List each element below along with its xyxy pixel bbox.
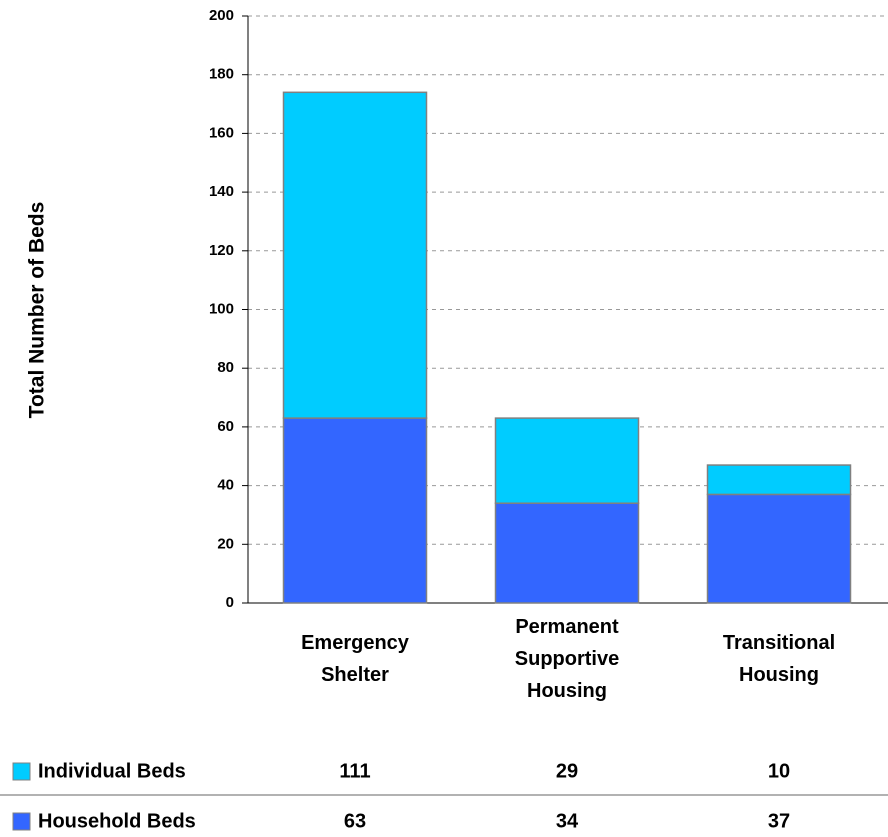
table-value: 63: [344, 810, 366, 832]
y-tick-label: 160: [209, 124, 234, 141]
y-tick-label: 180: [209, 66, 234, 83]
y-tick-label: 100: [209, 300, 234, 317]
table-value: 29: [556, 760, 578, 782]
y-tick-label: 0: [226, 594, 234, 611]
table-value: 37: [768, 810, 790, 832]
bar-segment: [494, 417, 640, 504]
y-tick-label: 200: [209, 7, 234, 24]
table-value: 10: [768, 760, 790, 782]
y-tick-label: 20: [217, 535, 234, 552]
y-tick-label: 40: [217, 477, 234, 494]
table-value: 34: [556, 810, 579, 832]
y-tick-label: 140: [209, 183, 234, 200]
bar-segment: [706, 493, 852, 604]
y-tick-label: 120: [209, 242, 234, 259]
bar-segment: [494, 502, 640, 604]
x-tick-label: Emergency Shelter: [301, 632, 410, 686]
legend-label: Household Beds: [38, 810, 196, 832]
y-tick-label: 60: [217, 418, 234, 435]
legend-label: Individual Beds: [38, 760, 186, 782]
y-tick-label: 80: [217, 359, 234, 376]
legend-swatch: [12, 762, 31, 781]
bar-segment: [282, 91, 428, 419]
bar-segment: [706, 464, 852, 496]
bar-segment: [282, 417, 428, 604]
y-axis-label: Total Number of Beds: [26, 202, 49, 419]
x-tick-label: Transitional Housing: [723, 632, 835, 686]
legend-swatch: [12, 812, 31, 831]
table-value: 111: [339, 760, 370, 782]
x-tick-label: Permanent Supportive Housing: [515, 616, 619, 702]
